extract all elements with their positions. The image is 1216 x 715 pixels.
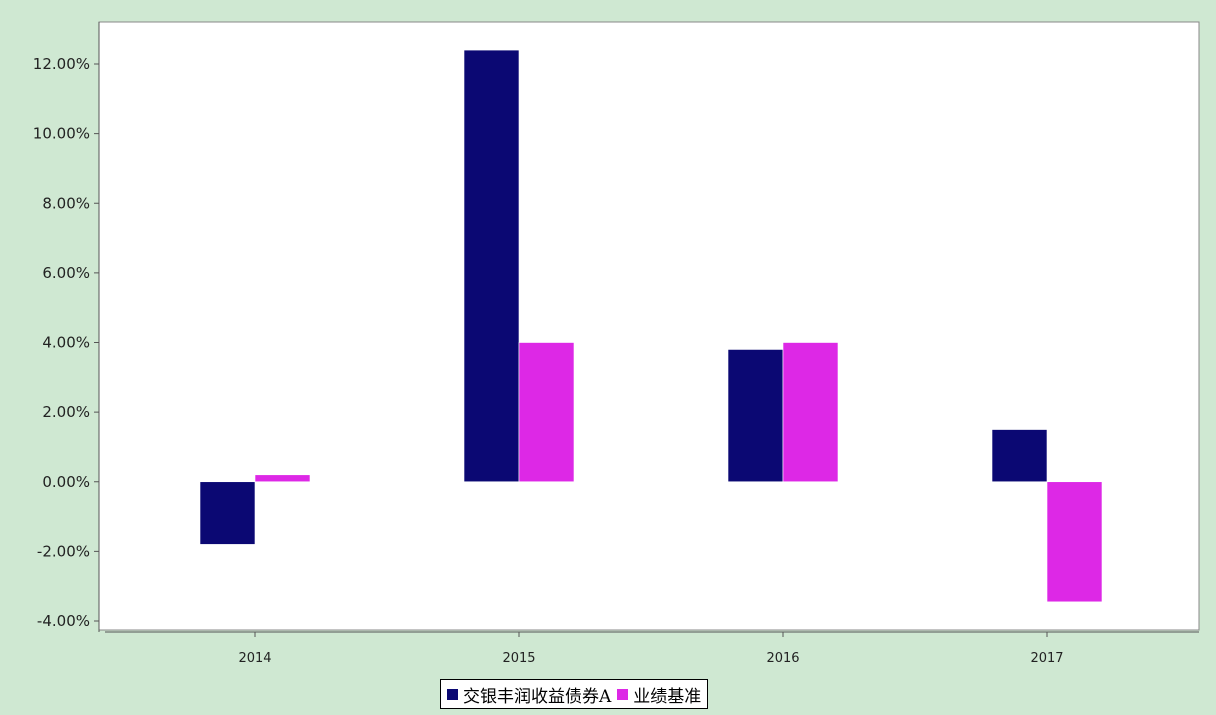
x-tick-label: 2016 — [766, 651, 799, 666]
x-tick-label: 2017 — [1030, 651, 1063, 666]
bar-series-a-2017 — [991, 429, 1048, 483]
y-tick-label: -4.00% — [37, 612, 90, 630]
legend-label-benchmark: 业绩基准 — [633, 686, 702, 707]
legend: 交银丰润收益债券A 业绩基准 — [440, 679, 709, 709]
legend-swatch-benchmark — [617, 688, 629, 700]
y-tick-label: 10.00% — [33, 125, 90, 143]
x-tick-label: 2014 — [238, 651, 271, 666]
legend-label-series-a: 交银丰润收益债券A — [463, 686, 612, 707]
y-tick-label: -2.00% — [37, 542, 90, 560]
bar-series-a-2015 — [463, 49, 520, 483]
y-tick-label: 12.00% — [33, 55, 90, 73]
bar-benchmark-2014 — [254, 474, 311, 483]
legend-item-series-a: 交银丰润收益债券A — [447, 682, 611, 707]
plot-area — [98, 21, 1200, 631]
y-tick-label: 4.00% — [42, 334, 90, 352]
bar-series-a-2014 — [199, 481, 256, 545]
y-tick-label: 6.00% — [42, 264, 90, 282]
y-tick-label: 8.00% — [42, 194, 90, 212]
bar-benchmark-2017 — [1046, 481, 1103, 603]
legend-item-benchmark: 业绩基准 — [617, 682, 701, 707]
bar-benchmark-2015 — [518, 342, 575, 483]
y-tick-label: 2.00% — [42, 403, 90, 421]
y-tick-label: 0.00% — [42, 473, 90, 491]
x-tick-label: 2015 — [502, 651, 535, 666]
bar-series-a-2016 — [727, 349, 784, 483]
legend-swatch-series-a — [447, 688, 458, 700]
bar-benchmark-2016 — [782, 342, 839, 483]
